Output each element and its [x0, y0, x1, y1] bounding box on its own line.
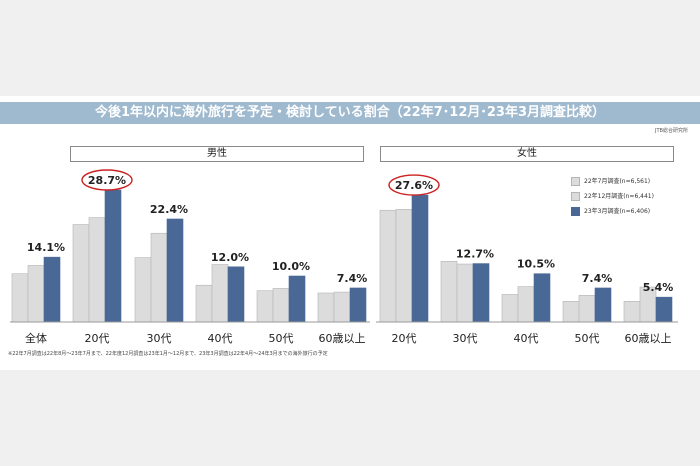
panel-label-female: 女性: [380, 146, 674, 162]
bar-10-series-0: [623, 301, 641, 323]
bar-1-series-1: [88, 217, 106, 323]
bar-4-series-1: [272, 288, 290, 323]
data-label-5: 7.4%: [337, 272, 368, 285]
bar-3-series-0: [195, 284, 213, 323]
bar-7-series-2: [472, 263, 490, 323]
bar-10-series-2: [655, 296, 673, 323]
bar-5-series-2: [349, 287, 367, 323]
bar-8-series-2: [533, 273, 551, 323]
bar-0-series-0: [11, 273, 29, 323]
bar-6-series-1: [395, 209, 413, 323]
legend-swatch-dec: [571, 192, 580, 201]
category-label-9: 50代: [575, 332, 600, 345]
data-label-1: 28.7%: [88, 174, 126, 187]
bar-5-series-1: [333, 291, 351, 323]
category-label-2: 30代: [147, 332, 172, 345]
bar-0-series-1: [27, 265, 45, 323]
data-label-3: 12.0%: [211, 251, 249, 264]
bar-9-series-1: [578, 295, 596, 323]
category-label-7: 30代: [453, 332, 478, 345]
bar-2-series-2: [166, 218, 184, 323]
category-label-6: 20代: [392, 332, 417, 345]
category-label-3: 40代: [208, 332, 233, 345]
data-label-8: 10.5%: [517, 258, 555, 271]
category-label-0: 全体: [25, 331, 47, 345]
data-label-2: 22.4%: [150, 203, 188, 216]
bar-3-series-1: [211, 264, 229, 323]
bar-1-series-2: [104, 189, 122, 323]
legend-swatch-mar: [571, 207, 580, 216]
footnote: ※22年7月調査は22年8月～23年7月まで、22年度12月調査は23年1月～1…: [8, 351, 328, 357]
bar-1-series-0: [72, 224, 90, 323]
bar-8-series-0: [501, 294, 519, 323]
legend-label-dec: 22年12月調査(n=6,441): [584, 193, 654, 200]
bar-4-series-0: [256, 290, 274, 323]
data-label-9: 7.4%: [582, 272, 613, 285]
bar-4-series-2: [288, 275, 306, 323]
bar-6-series-2: [411, 194, 429, 323]
bar-7-series-0: [440, 260, 458, 323]
bar-3-series-2: [227, 266, 245, 323]
bar-5-series-0: [317, 292, 335, 323]
category-label-1: 20代: [85, 332, 110, 345]
source-credit: JTB総合研究所: [655, 128, 688, 134]
bar-6-series-0: [379, 209, 397, 323]
bar-7-series-1: [456, 263, 474, 323]
category-label-4: 50代: [269, 332, 294, 345]
bar-0-series-2: [43, 256, 61, 323]
category-label-5: 60歳以上: [319, 332, 366, 345]
category-label-10: 60歳以上: [625, 332, 672, 345]
title-bar: [0, 102, 700, 124]
data-label-4: 10.0%: [272, 260, 310, 273]
panel-label-male: 男性: [70, 146, 364, 162]
bar-2-series-1: [150, 232, 168, 323]
highlight-circle-6: [388, 174, 440, 196]
legend-label-mar: 23年3月調査(n=6,406): [584, 208, 651, 215]
highlight-circle-1: [81, 169, 133, 191]
legend-item-jul: 22年7月調査(n=6,561): [571, 176, 650, 187]
legend-item-mar: 23年3月調査(n=6,406): [571, 206, 650, 217]
bar-9-series-2: [594, 287, 612, 323]
data-label-0: 14.1%: [27, 241, 65, 254]
bar-8-series-1: [517, 286, 535, 323]
legend-label-jul: 22年7月調査(n=6,561): [584, 178, 651, 185]
data-label-10: 5.4%: [643, 281, 674, 294]
legend-swatch-jul: [571, 177, 580, 186]
bar-9-series-0: [562, 301, 580, 323]
legend-item-dec: 22年12月調査(n=6,441): [571, 191, 654, 202]
data-label-6: 27.6%: [395, 179, 433, 192]
data-label-7: 12.7%: [456, 248, 494, 261]
chart-title: 今後1年以内に海外旅行を予定・検討している割合（22年7･12月･23年3月調査…: [94, 105, 606, 120]
bar-2-series-0: [134, 257, 152, 323]
category-label-8: 40代: [514, 332, 539, 345]
